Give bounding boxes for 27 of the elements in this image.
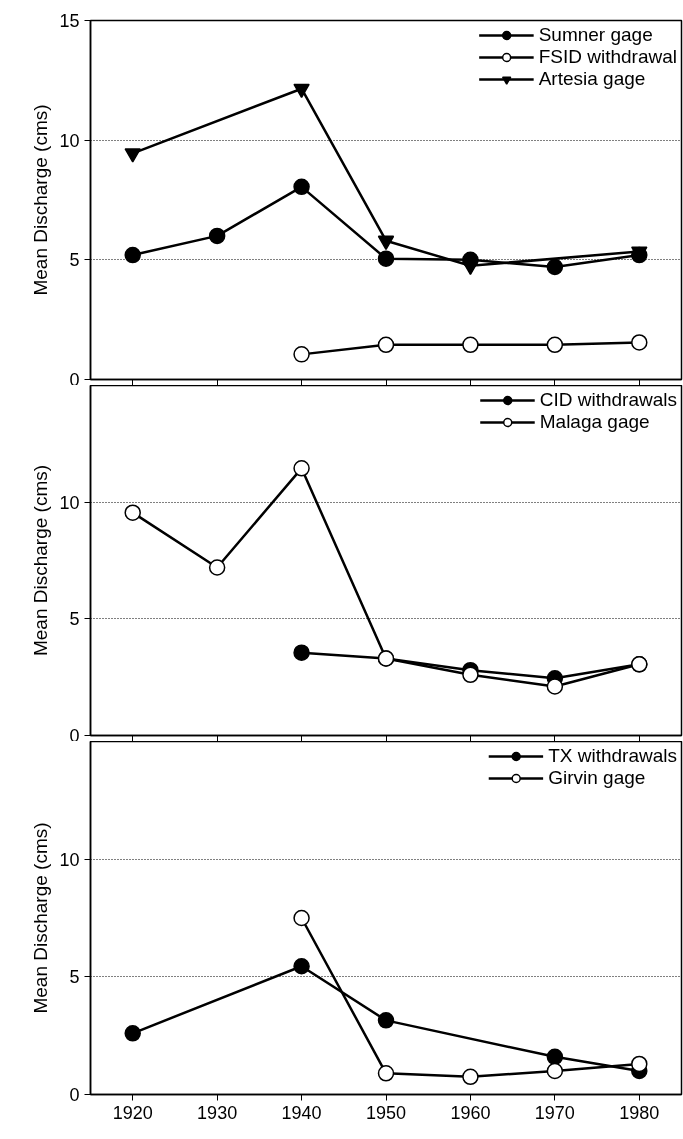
y-axis-title: Mean Discharge (cms) [30, 104, 52, 296]
legend-label: Sumner gage [538, 24, 653, 46]
y-tick-label: 5 [69, 250, 80, 271]
y-tick-label: 5 [69, 609, 80, 630]
x-tick-label: 1980 [619, 1102, 660, 1123]
y-tick-label: 0 [69, 725, 80, 746]
legend-label: CID withdrawals [539, 389, 677, 411]
y-axis-title: Mean Discharge (cms) [30, 464, 52, 657]
y-tick-label: 10 [59, 849, 80, 870]
x-tick-label: 1960 [450, 1102, 491, 1123]
x-tick-label: 1970 [534, 1102, 575, 1123]
y-tick-label: 15 [59, 11, 80, 31]
y-tick-label: 0 [69, 369, 80, 390]
legend-label: FSID withdrawal [538, 46, 677, 68]
y-tick-label: 0 [69, 1085, 80, 1105]
y-tick-label: 10 [59, 130, 80, 151]
y-tick-label: 10 [59, 492, 80, 513]
x-tick-label: 1920 [112, 1102, 153, 1123]
y-axis-title: Mean Discharge (cms) [30, 822, 52, 1014]
legend-label: TX withdrawals [548, 745, 677, 767]
legend-label: Malaga gage [539, 411, 650, 433]
legend-label: Artesia gage [538, 68, 646, 90]
y-tick-label: 5 [69, 967, 80, 988]
x-tick-label: 1950 [365, 1102, 407, 1123]
legend-label: Girvin gage [548, 767, 646, 789]
x-tick-label: 1930 [197, 1102, 238, 1123]
x-tick-label: 1940 [281, 1102, 322, 1123]
